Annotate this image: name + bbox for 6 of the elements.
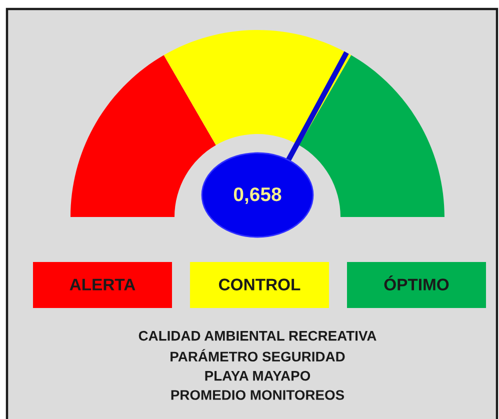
text: CALIDAD AMBIENTAL RECREATIVA [138, 330, 376, 341]
text: PARÁMETRO SEGURIDAD PLAYA MAYAPO PROMEDIO MONITOREOS [170, 349, 345, 400]
legend-label: ALERTA [70, 278, 136, 290]
legend-label: ÓPTIMO [384, 276, 449, 290]
text: 0,658 [234, 187, 282, 204]
legend-label: CONTROL [218, 278, 300, 290]
